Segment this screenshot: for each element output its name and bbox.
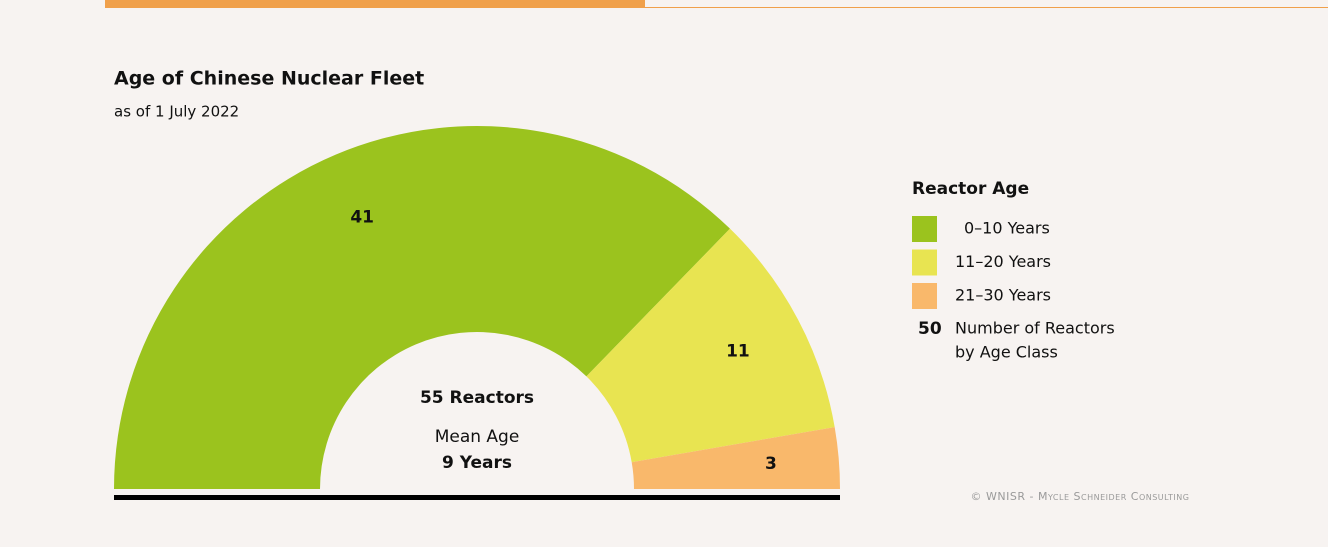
- header-tab: [105, 0, 645, 8]
- data-label: 41: [350, 207, 374, 227]
- credit: © WNISR - Mycle Schneider Consulting: [971, 490, 1190, 503]
- legend-label: 11–20 Years: [955, 252, 1051, 271]
- legend-title: Reactor Age: [912, 179, 1029, 199]
- pie-segment: [114, 125, 730, 490]
- legend-label: 0–10 Years: [964, 219, 1050, 238]
- legend-example-value: 50: [918, 319, 942, 339]
- legend-swatch: [912, 216, 937, 242]
- data-label: 11: [726, 341, 750, 361]
- pie-segment: [586, 228, 835, 463]
- legend-label: 21–30 Years: [955, 286, 1051, 305]
- center-total: 55 Reactors: [420, 388, 534, 408]
- baseline: [114, 495, 840, 500]
- data-label: 3: [765, 454, 777, 474]
- chart-title: Age of Chinese Nuclear Fleet: [114, 68, 424, 90]
- legend-swatch: [912, 283, 937, 309]
- chart-subtitle: as of 1 July 2022: [114, 103, 239, 121]
- legend-example-text: Number of Reactors: [955, 319, 1115, 338]
- legend-example-text: by Age Class: [955, 343, 1058, 362]
- legend-swatch: [912, 249, 937, 276]
- center-value: 9 Years: [442, 453, 512, 473]
- pie-segment: [631, 427, 840, 489]
- center-label: Mean Age: [435, 427, 520, 447]
